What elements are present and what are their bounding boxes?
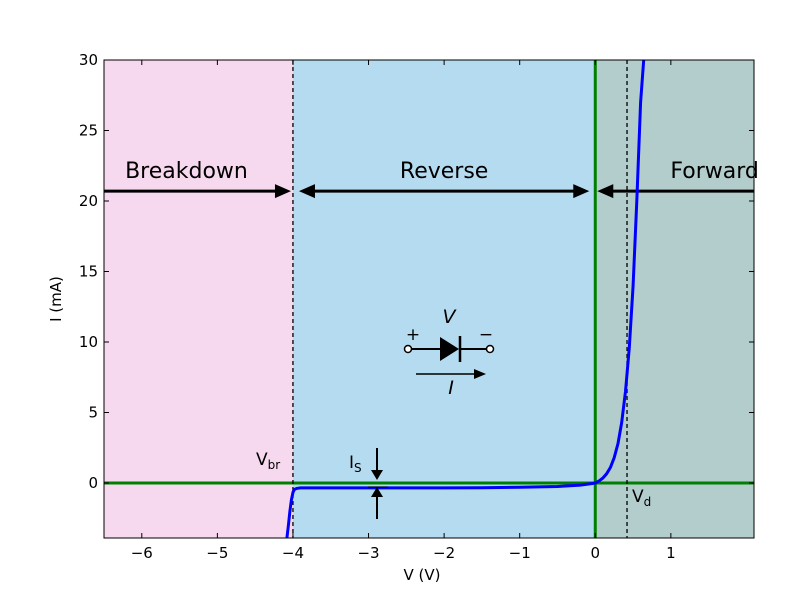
iv-curve	[285, 59, 646, 539]
diode-triangle	[440, 337, 459, 361]
svg-text:Vbr: Vbr	[256, 450, 280, 472]
vbr-annotation: Vbr	[256, 450, 280, 472]
x-tick-label: 0	[591, 544, 601, 562]
y-axis-label: I (mA)	[47, 276, 65, 322]
diode-current-label: I	[448, 377, 454, 399]
y-tick-label: 20	[79, 192, 98, 210]
is-main: I	[349, 453, 354, 473]
vd-main: V	[632, 487, 644, 507]
region-reverse	[292, 60, 596, 538]
diode-symbol: + − V I	[403, 306, 495, 399]
diode-voltage-label: V	[443, 306, 458, 328]
vbr-main: V	[256, 450, 268, 470]
y-tick-label: 5	[88, 404, 98, 422]
region-label-forward: Forward	[670, 159, 758, 184]
reverse-arrowhead-left	[298, 184, 315, 199]
x-tick-label: −4	[282, 544, 304, 562]
reverse-arrowhead-right	[573, 184, 590, 199]
x-tick-label: −3	[357, 544, 379, 562]
region-forward	[595, 60, 754, 538]
x-tick-label: −2	[433, 544, 455, 562]
svg-text:Vd: Vd	[632, 487, 651, 509]
y-tick-label: 30	[79, 51, 98, 69]
vbr-sub: br	[268, 458, 281, 472]
x-tick-label: −1	[509, 544, 531, 562]
y-tick-label: 25	[79, 122, 98, 140]
region-arrows	[104, 184, 754, 199]
region-labels: Breakdown Reverse Forward	[125, 159, 759, 184]
region-label-reverse: Reverse	[400, 159, 488, 184]
x-axis-ticks: −6 −5 −4 −3 −2 −1 0 1	[131, 60, 676, 562]
vd-sub: d	[644, 495, 652, 509]
x-tick-label: −6	[131, 544, 153, 562]
vd-annotation: Vd	[632, 487, 651, 509]
region-backgrounds	[104, 60, 754, 538]
breakdown-arrowhead	[274, 184, 291, 199]
forward-arrowhead	[597, 184, 614, 199]
reference-lines	[104, 60, 754, 538]
diode-right-terminal	[485, 344, 495, 354]
y-tick-label: 10	[79, 333, 98, 351]
is-sub: S	[354, 461, 362, 475]
region-breakdown	[104, 60, 293, 538]
is-bottom-arrowhead	[371, 487, 383, 497]
y-axis-ticks: 0 5 10 15 20 25 30	[79, 51, 754, 492]
is-annotation: IS	[349, 448, 388, 519]
x-tick-label: 1	[666, 544, 676, 562]
is-top-arrowhead	[371, 470, 383, 480]
y-tick-label: 0	[88, 474, 98, 492]
plot-frame	[103, 59, 755, 539]
region-label-breakdown: Breakdown	[125, 159, 248, 184]
x-tick-label: −5	[206, 544, 228, 562]
diode-left-terminal	[403, 344, 413, 354]
diode-plus-sign: +	[406, 325, 420, 345]
diode-minus-sign: −	[479, 325, 493, 345]
svg-text:IS: IS	[349, 453, 362, 475]
diode-current-arrowhead	[474, 369, 486, 379]
x-axis-label: V (V)	[404, 566, 441, 584]
y-tick-label: 15	[79, 263, 98, 281]
